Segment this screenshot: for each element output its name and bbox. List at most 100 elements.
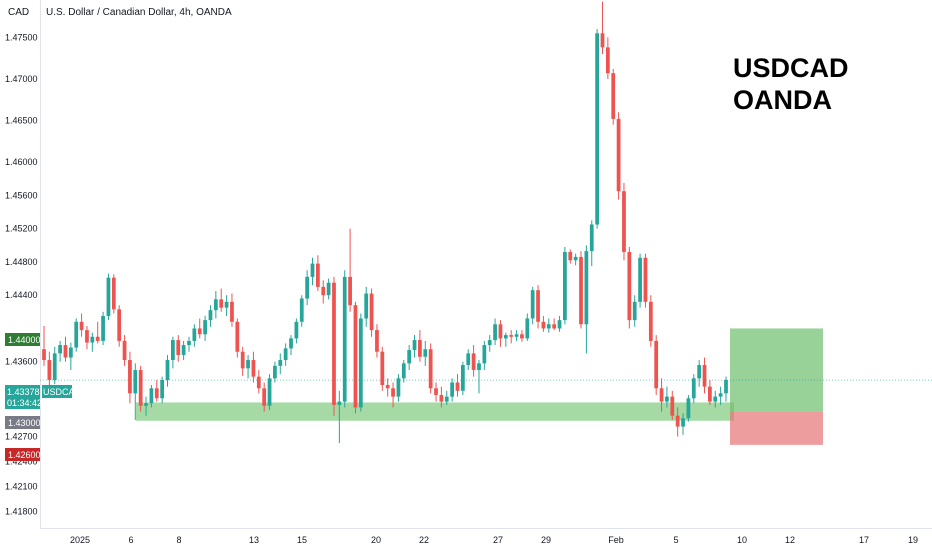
candle-body [654,340,659,389]
candle [654,335,659,395]
x-tick-label: 27 [493,535,503,545]
candle [79,313,84,337]
candle [434,382,438,402]
candle [385,378,390,397]
candle [407,345,412,371]
candles-layer [42,1,728,444]
candle [267,374,272,410]
x-tick-label: 15 [297,535,307,545]
candle-body [482,345,487,364]
candle-body [724,379,728,394]
candle [552,318,557,331]
candle-body [128,360,132,394]
candle [213,291,218,319]
candle-body [117,309,122,341]
entry-price-badge: 1.43000 [5,416,41,429]
candle-body [149,388,154,404]
candle [47,351,52,387]
candle [192,324,197,347]
x-tick-label: 29 [541,535,551,545]
candle-body [197,328,202,335]
support-zone[interactable] [136,402,734,421]
candle [563,246,567,325]
candle-body [111,277,116,310]
candle [289,335,293,356]
candle-body [138,370,143,406]
candle-body [315,263,320,287]
x-tick-label: 8 [176,535,181,545]
candle [579,251,583,329]
candle-body [95,336,100,341]
candle [584,245,589,354]
candle-body [503,335,508,339]
candle-body [541,321,546,329]
candle-body [224,301,229,308]
position-loss-zone[interactable] [730,411,823,445]
candle-body [589,224,594,252]
candle [165,355,170,387]
candle-body [154,388,159,399]
candle [230,293,234,327]
candle-body [42,349,46,361]
candle-body [79,321,84,331]
candle-body [213,299,218,311]
candle [240,346,245,376]
candle-body [337,401,342,405]
candle-body [444,396,449,402]
candle [401,360,406,383]
candle [487,335,492,352]
candle [375,324,379,358]
candle-body [165,360,170,380]
candle [681,413,685,435]
currency-label: CAD [8,7,29,18]
x-tick-label: 2025 [70,535,90,545]
candle-body [358,318,363,408]
svg-text:01:34:42: 01:34:42 [7,398,42,408]
x-tick-label: 6 [128,535,133,545]
candle-body [251,360,256,377]
candle-body [471,353,476,371]
y-tick-label: 1.42700 [5,432,38,442]
candle-body [332,282,336,405]
candle [224,295,229,316]
candle-body [568,251,573,261]
candle [498,320,503,347]
candle [536,285,540,329]
candle [74,318,79,352]
candle-body [68,347,73,358]
x-tick-label: 13 [249,535,259,545]
stop-price-badge: 1.42600 [5,448,41,461]
candle-body [487,340,492,346]
candle-body [691,378,696,399]
candle [520,330,524,342]
candle-body [375,330,379,352]
position-profit-zone[interactable] [730,328,823,412]
candle [546,318,551,333]
candle [718,386,723,405]
candle [477,360,481,394]
candle [675,407,680,437]
chart-title: U.S. Dollar / Canadian Dollar, 4h, OANDA [46,7,232,18]
candle [428,343,433,394]
candle [283,343,288,366]
candle [251,351,256,383]
candle-body [90,336,95,343]
candle-body [525,318,530,339]
candle-body [246,360,250,369]
candle-body [240,351,245,369]
candle-body [47,360,52,380]
candle [691,374,696,404]
candle-body [579,256,583,325]
y-tick-label: 1.44800 [5,257,38,267]
candle [595,29,599,229]
candle [509,330,514,344]
candle-body [278,360,283,366]
candle-body [632,301,637,321]
candle [342,270,347,408]
candle [305,270,310,306]
candle-body [708,386,712,402]
candle [455,374,460,397]
candle-body [520,334,524,339]
candle-body [686,398,691,419]
